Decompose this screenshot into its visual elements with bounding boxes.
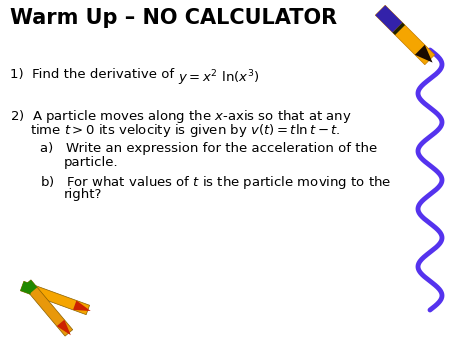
Text: $y = x^2\ \ln(x^3)$: $y = x^2\ \ln(x^3)$ <box>178 68 259 88</box>
Polygon shape <box>57 320 69 333</box>
Polygon shape <box>375 5 403 32</box>
Text: time $t > 0$ its velocity is given by $v(t) = t\ln t - t.$: time $t > 0$ its velocity is given by $v… <box>30 122 341 139</box>
Polygon shape <box>73 300 88 310</box>
Polygon shape <box>415 45 432 63</box>
Polygon shape <box>73 300 91 311</box>
Text: a)   Write an expression for the acceleration of the: a) Write an expression for the accelerat… <box>40 142 377 155</box>
Text: 1)  Find the derivative of: 1) Find the derivative of <box>10 68 183 81</box>
Text: b)   For what values of $t$ is the particle moving to the: b) For what values of $t$ is the particl… <box>40 174 391 191</box>
Polygon shape <box>23 280 73 336</box>
Polygon shape <box>393 23 405 35</box>
Polygon shape <box>57 320 71 335</box>
Polygon shape <box>20 281 34 294</box>
Polygon shape <box>23 280 37 294</box>
Polygon shape <box>415 45 430 60</box>
Text: Warm Up – NO CALCULATOR: Warm Up – NO CALCULATOR <box>10 8 337 28</box>
Text: right?: right? <box>64 188 103 201</box>
Polygon shape <box>375 5 435 65</box>
Polygon shape <box>20 281 90 315</box>
Text: particle.: particle. <box>64 156 119 169</box>
Text: 2)  A particle moves along the $x$-axis so that at any: 2) A particle moves along the $x$-axis s… <box>10 108 352 125</box>
